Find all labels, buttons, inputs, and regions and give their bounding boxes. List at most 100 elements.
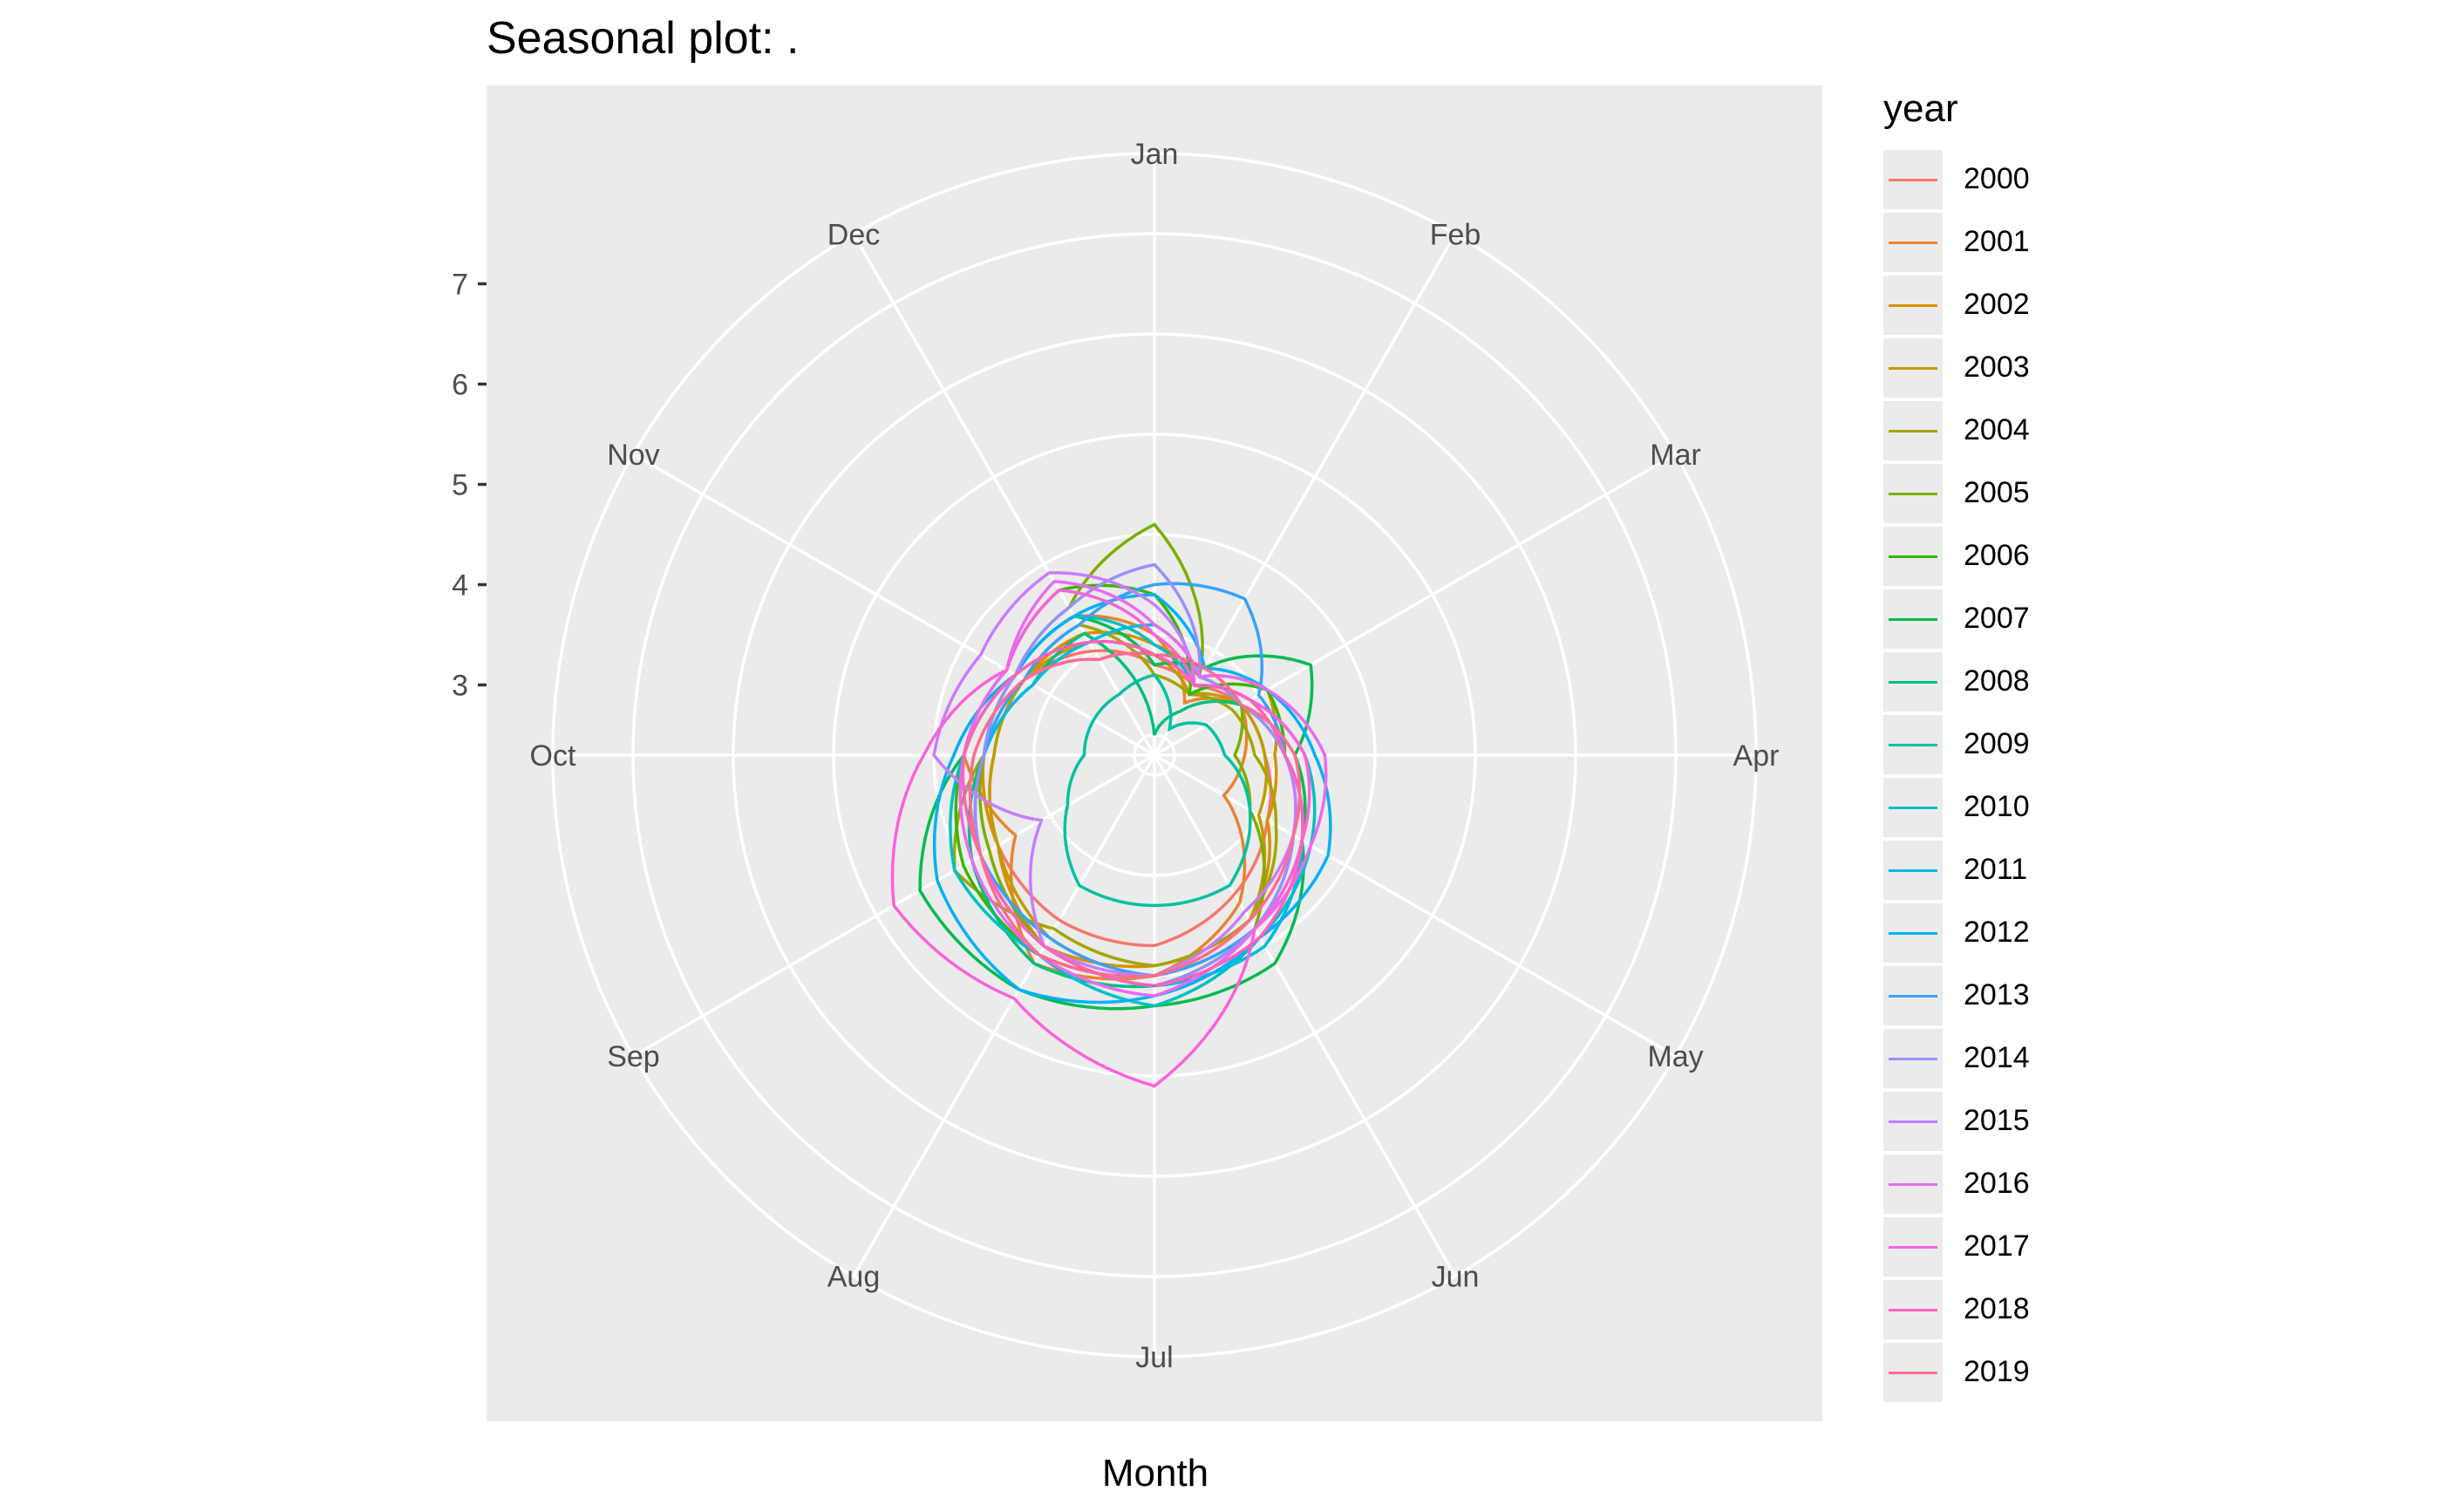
legend-label: 2018 [1964, 1292, 2030, 1325]
chart-title: Seasonal plot: . [487, 13, 800, 64]
legend-line-swatch [1889, 179, 1937, 181]
legend-key [1883, 778, 1943, 837]
legend-key [1883, 150, 1943, 209]
legend-item: 2000 [1883, 150, 2030, 213]
month-label: Dec [827, 218, 880, 251]
legend-label: 2008 [1964, 664, 2030, 698]
legend-item: 2001 [1883, 213, 2030, 276]
legend-item: 2011 [1883, 841, 2027, 903]
legend-key [1883, 715, 1943, 774]
legend-item: 2015 [1883, 1092, 2030, 1154]
legend-line-swatch [1889, 367, 1937, 370]
legend-label: 2010 [1964, 790, 2030, 823]
month-label: Jul [1135, 1341, 1173, 1374]
legend-label: 2019 [1964, 1355, 2030, 1388]
legend-item: 2014 [1883, 1029, 2030, 1092]
legend-line-swatch [1889, 932, 1937, 935]
legend-item: 2017 [1883, 1217, 2030, 1280]
legend-line-swatch [1889, 807, 1937, 809]
legend-label: 2012 [1964, 916, 2030, 949]
legend-line-swatch [1889, 1246, 1937, 1249]
radial-tick-label: 5 [452, 469, 468, 502]
legend-key [1883, 213, 1943, 272]
legend-line-swatch [1889, 493, 1937, 495]
legend-line-swatch [1889, 869, 1937, 872]
legend-line-swatch [1889, 618, 1937, 621]
month-label-layer: Jan Feb Mar Apr May Jun Jul Aug Sep Oct Nov Dec [530, 138, 1780, 1374]
legend-line-swatch [1889, 430, 1937, 432]
legend-line-swatch [1889, 744, 1937, 746]
radial-tick-label: 6 [452, 369, 468, 402]
legend-key [1883, 1217, 1943, 1277]
legend-key [1883, 966, 1943, 1025]
legend-item: 2004 [1883, 401, 2030, 464]
month-label: Sep [607, 1040, 660, 1073]
legend-key [1883, 652, 1943, 712]
legend-label: 2014 [1964, 1041, 2030, 1074]
legend-item: 2009 [1883, 715, 2030, 778]
legend-label: 2011 [1964, 853, 2028, 886]
legend-key [1883, 401, 1943, 460]
legend-line-swatch [1889, 681, 1937, 684]
series-line-2009 [1063, 673, 1252, 908]
legend-label: 2004 [1964, 413, 2030, 446]
month-label: Oct [530, 739, 576, 773]
radial-tick-label: 3 [452, 670, 468, 703]
month-label: Mar [1650, 439, 1701, 472]
series-layer [890, 522, 1332, 1088]
legend-item: 2018 [1883, 1280, 2030, 1343]
legend-label: 2013 [1964, 978, 2030, 1011]
legend-key [1883, 1154, 1943, 1214]
legend-key [1883, 338, 1943, 398]
legend-line-swatch [1889, 1309, 1937, 1311]
legend: year 2000 2001 2002 2003 2004 2005 2006 2007 200… [1883, 87, 2030, 1406]
radial-tick-label: 4 [452, 569, 468, 603]
legend-label: 2017 [1964, 1229, 2030, 1263]
legend-label: 2015 [1964, 1104, 2030, 1137]
legend-label: 2001 [1964, 225, 2030, 258]
legend-key [1883, 1343, 1943, 1402]
legend-key [1883, 1029, 1943, 1088]
legend-item: 2010 [1883, 778, 2030, 841]
legend-item: 2006 [1883, 527, 2030, 589]
legend-label: 2002 [1964, 288, 2030, 321]
legend-line-swatch [1889, 242, 1937, 244]
legend-key [1883, 527, 1943, 586]
month-label: Nov [607, 439, 659, 472]
legend-title: year [1883, 87, 1958, 130]
radial-tick-label: 7 [452, 269, 468, 302]
legend-line-swatch [1889, 1058, 1937, 1060]
legend-item: 2008 [1883, 652, 2030, 715]
legend-line-swatch [1889, 555, 1937, 558]
legend-key [1883, 1092, 1943, 1151]
legend-key [1883, 903, 1943, 963]
legend-label: 2016 [1964, 1167, 2030, 1200]
legend-label: 2009 [1964, 727, 2030, 760]
radial-axis-layer: 3 4 5 6 7 [452, 269, 487, 703]
month-label: Feb [1430, 218, 1481, 251]
legend-line-swatch [1889, 1372, 1937, 1374]
legend-key [1883, 464, 1943, 523]
legend-item: 2012 [1883, 903, 2030, 966]
grid-spoke [852, 233, 1156, 756]
legend-item: 2002 [1883, 276, 2030, 338]
legend-label: 2007 [1964, 602, 2030, 635]
legend-label: 2000 [1964, 162, 2030, 195]
legend-line-swatch [1889, 304, 1937, 307]
month-label: Jan [1131, 138, 1179, 171]
series-line-2018 [961, 639, 1304, 988]
x-axis-title: Month [1101, 1452, 1209, 1495]
legend-key [1883, 1280, 1943, 1339]
legend-key [1883, 276, 1943, 335]
series-line-2019 [968, 651, 1302, 978]
grid-spoke [852, 754, 1156, 1277]
grid-spoke [1154, 753, 1677, 1058]
legend-key [1883, 589, 1943, 649]
month-label: Jun [1432, 1261, 1480, 1294]
legend-item: 2007 [1883, 589, 2030, 652]
legend-item: 2016 [1883, 1154, 2030, 1217]
legend-line-swatch [1889, 1183, 1937, 1186]
legend-item: 2005 [1883, 464, 2030, 527]
legend-label: 2003 [1964, 351, 2030, 384]
